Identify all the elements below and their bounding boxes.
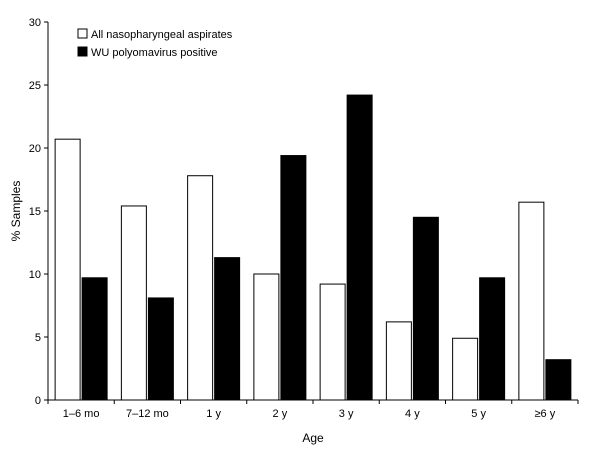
- legend-swatch-all-aspirates: [77, 28, 88, 39]
- x-tick-label: 4 y: [405, 408, 420, 420]
- plot-area: [54, 94, 572, 401]
- bar-wu-positive: [280, 155, 307, 401]
- x-tick-label: 2 y: [273, 408, 288, 420]
- bar-all-aspirates: [319, 283, 346, 401]
- bar-all-aspirates: [120, 205, 147, 401]
- bar-wu-positive: [346, 94, 373, 401]
- bar-all-aspirates: [54, 138, 81, 401]
- y-axis-title: % Samples: [9, 181, 23, 242]
- bar-wu-positive: [412, 216, 439, 401]
- bar-wu-positive: [147, 297, 174, 401]
- bar-all-aspirates: [385, 321, 412, 401]
- y-tick-label: 0: [35, 395, 41, 407]
- y-tick-label: 15: [29, 206, 41, 218]
- x-tick-label: 3 y: [339, 408, 354, 420]
- y-tick-label: 10: [29, 269, 41, 281]
- y-tick-label: 5: [35, 332, 41, 344]
- bar-wu-positive: [479, 277, 506, 401]
- y-axis-ticks: 0 5 10 15 20 25 30: [29, 17, 48, 407]
- x-axis-ticks: 1–6 mo 7–12 mo 1 y 2 y 3 y 4 y 5 y ≥6 y: [47, 400, 579, 420]
- x-tick-label: 1–6 mo: [63, 408, 100, 420]
- bar-all-aspirates: [187, 175, 214, 401]
- legend-label-all-aspirates: All nasopharyngeal aspirates: [91, 29, 233, 41]
- x-tick-label: 7–12 mo: [126, 408, 169, 420]
- legend-swatch-wu-positive: [77, 46, 88, 57]
- bar-wu-positive: [81, 277, 108, 401]
- bar-all-aspirates: [253, 273, 280, 401]
- y-tick-label: 30: [29, 17, 41, 29]
- bar-wu-positive: [214, 257, 241, 401]
- x-axis-title: Age: [302, 431, 324, 445]
- x-tick-label: 1 y: [206, 408, 221, 420]
- bar-wu-positive: [545, 359, 572, 401]
- y-tick-label: 20: [29, 143, 41, 155]
- legend-label-wu-positive: WU polyomavirus positive: [91, 47, 218, 59]
- x-tick-label: 5 y: [471, 408, 486, 420]
- bar-all-aspirates: [452, 337, 479, 401]
- bar-all-aspirates: [518, 201, 545, 401]
- y-tick-label: 25: [29, 80, 41, 92]
- x-tick-label: ≥6 y: [535, 408, 556, 420]
- legend: All nasopharyngeal aspirates WU polyomav…: [77, 28, 233, 59]
